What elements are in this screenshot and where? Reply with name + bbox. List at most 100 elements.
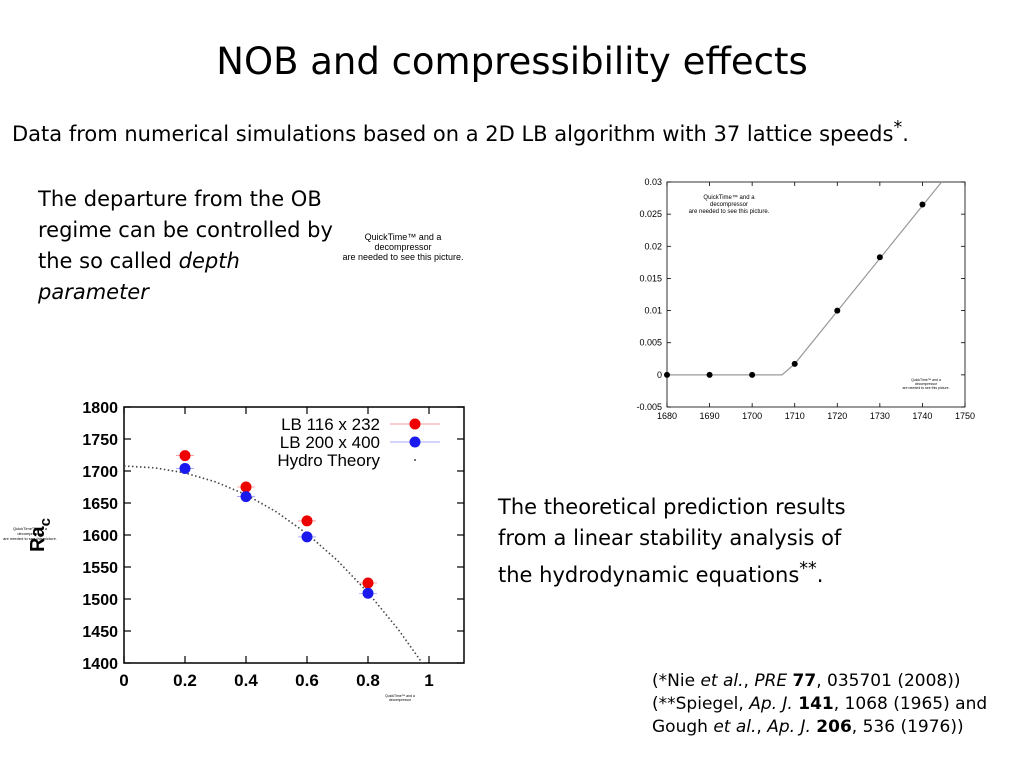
reference-spiegel: (**Spiegel, Ap. J. 141, 1068 (1965) and: [652, 693, 1024, 716]
y-axis-label-main: Ra: [27, 526, 49, 552]
critical-rayleigh-chart: 0 0.2 0.4 0.6 0.8 1 1400 1450 1500 1550 1600 1650 17…: [27, 400, 465, 690]
y-tick-label: 1800: [82, 400, 118, 417]
y-tick-label: 1750: [82, 432, 118, 449]
x-tick-label: 1710: [785, 411, 805, 421]
y-tick-label: 0.03: [644, 177, 662, 187]
ref-etal: et al.: [713, 717, 757, 737]
data-point: [876, 254, 883, 261]
qt-line: are needed to see this picture.: [688, 209, 770, 215]
ref-journal: Ap. J.: [749, 694, 793, 714]
reference-nie: (*Nie et al., PRE 77, 035701 (2008)): [652, 670, 1024, 693]
qt-line: are needed to see this picture.: [342, 252, 464, 262]
y-tick-label: 1550: [82, 560, 118, 577]
y-tick-label: 0.015: [639, 273, 662, 283]
ref-etal: et al.: [700, 671, 744, 691]
y-tick-label: 0.02: [644, 241, 662, 251]
para2-text: The theoretical prediction results from …: [498, 495, 846, 587]
data-point: [706, 371, 713, 378]
x-tick-label: 1740: [912, 411, 932, 421]
ref-volume: 141: [798, 694, 834, 714]
data-point: [664, 371, 670, 378]
subtitle-text: Data from numerical simulations based on…: [12, 122, 894, 146]
y-tick-label: 1450: [82, 624, 118, 641]
ref-volume: 206: [816, 717, 852, 737]
legend-label: LB 200 x 400: [280, 433, 380, 452]
legend-marker: [414, 459, 416, 461]
x-tick-label: 1750: [955, 411, 975, 421]
x-tick-label: 1680: [657, 411, 677, 421]
qt-line: QuickTime™ and a: [385, 694, 415, 698]
data-point-lb116: [179, 450, 191, 462]
y-tick-label: 0.01: [644, 306, 662, 316]
x-tick-label: 0.6: [295, 671, 319, 690]
quicktime-placeholder-chart: QuickTime™ and a decompressor are needed…: [674, 195, 784, 216]
x-tick-label: 1700: [742, 411, 762, 421]
qt-line: decompressor: [17, 531, 43, 536]
x-tick-label: 0: [119, 671, 128, 690]
y-tick-label: -0.005: [636, 402, 662, 412]
ref-text: ,: [756, 717, 768, 737]
plot-frame: [666, 181, 966, 408]
qt-line: decompressor: [388, 698, 412, 702]
theory-curve: [124, 465, 424, 663]
ref-text: (*Nie: [652, 671, 701, 691]
quicktime-placeholder-tiny: QuickTime™ and a decompressor are needed…: [896, 378, 956, 390]
data-point-lb200: [240, 491, 252, 503]
para1-emphasis: depth parameter: [38, 249, 240, 304]
data-point-lb200: [301, 531, 313, 543]
y-axis-label-sub: c: [37, 518, 54, 526]
legend-marker: [409, 436, 421, 448]
data-point-lb116: [240, 481, 252, 493]
legend-label: Hydro Theory: [277, 451, 380, 470]
legend-marker: [409, 418, 421, 430]
references: (*Nie et al., PRE 77, 035701 (2008)) (**…: [652, 670, 1024, 739]
data-point: [834, 307, 841, 314]
data-point-lb200: [179, 462, 191, 474]
para2-footnote: **: [799, 559, 817, 579]
data-point-lb200: [362, 587, 374, 599]
reference-gough: Gough et al., Ap. J. 206, 536 (1976)): [652, 716, 1024, 739]
y-tick-label: 1400: [82, 656, 118, 673]
ref-text: Gough: [652, 717, 714, 737]
data-point: [919, 201, 926, 208]
para1-text: The departure from the OB regime can be …: [38, 187, 333, 273]
y-axis-label: Rac: [27, 518, 54, 552]
qt-line: QuickTime™ and a: [703, 195, 755, 201]
growth-rate-chart: 1680 1690 1700 1710 1720 1730 1740 1750 -0.005 0 0…: [636, 177, 975, 421]
qt-line: QuickTime™ and a: [911, 378, 941, 382]
x-tick-label: 1: [424, 671, 433, 690]
ref-text: , 035701 (2008)): [816, 671, 961, 691]
ref-journal: Ap. J.: [767, 717, 811, 737]
ref-journal: PRE: [754, 671, 788, 691]
qt-line: are needed to see this picture.: [3, 536, 57, 541]
x-tick-label: 0.2: [173, 671, 197, 690]
qt-line: decompressor: [914, 382, 938, 386]
qt-line: decompressor: [709, 202, 748, 208]
data-point-lb116: [362, 577, 374, 589]
y-tick-label: 1650: [82, 496, 118, 513]
ref-text: (**Spiegel,: [652, 694, 750, 714]
slide-title: NOB and compressibility effects: [216, 40, 808, 83]
qt-line: decompressor: [374, 242, 432, 252]
y-tick-label: 1700: [82, 464, 118, 481]
qt-line: are needed to see this picture.: [902, 386, 950, 390]
x-tick-label: 0.8: [356, 671, 380, 690]
data-point-lb116: [301, 515, 313, 527]
depth-parameter-paragraph: The departure from the OB regime can be …: [38, 184, 338, 308]
data-point: [791, 360, 798, 367]
subtitle-footnote: *: [893, 118, 903, 138]
quicktime-placeholder-left: QuickTime™ and a decompressor are needed…: [0, 526, 60, 541]
x-tick-label: 1720: [827, 411, 847, 421]
x-tick-label: 1730: [870, 411, 890, 421]
y-tick-label: 0: [657, 370, 662, 380]
x-tick-label: 0.4: [234, 671, 258, 690]
qt-line: QuickTime™ and a: [12, 526, 48, 531]
quicktime-placeholder-bottom: QuickTime™ and a decompressor: [380, 694, 420, 702]
ref-volume: 77: [792, 671, 817, 691]
legend-label: LB 116 x 232: [281, 415, 380, 434]
x-tick-label: 1690: [700, 411, 720, 421]
quicktime-placeholder-main: QuickTime™ and a decompressor are needed…: [328, 232, 478, 262]
ref-text: ,: [743, 671, 755, 691]
slide-subtitle: Data from numerical simulations based on…: [12, 118, 1022, 146]
para2-end: .: [816, 563, 824, 587]
